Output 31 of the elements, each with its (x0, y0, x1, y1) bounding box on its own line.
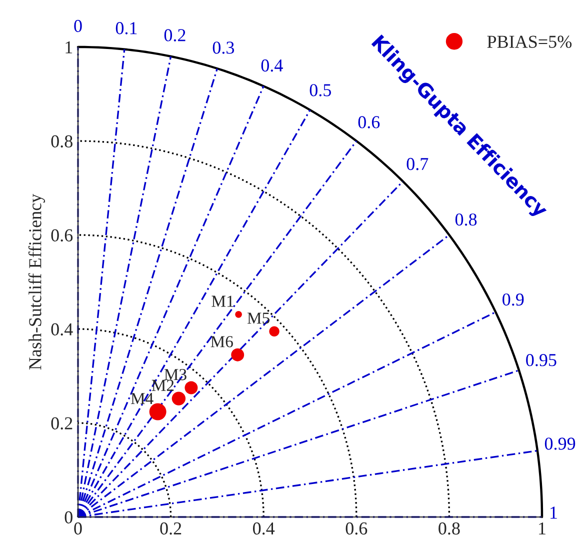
annotation: 0.4 (261, 59, 283, 72)
legend-label: PBIAS=5% (487, 36, 572, 48)
annotation: M5 (247, 312, 270, 324)
annotation: 0.2 (164, 29, 186, 42)
annotation: 0.1 (116, 22, 137, 34)
x-tick-label: 0.2 (160, 522, 182, 535)
y-tick-label: 0.6 (51, 229, 73, 242)
annotation: M6 (210, 336, 233, 348)
y-tick-label: 0.2 (51, 417, 72, 430)
x-tick-label: 0.8 (438, 522, 460, 535)
y-tick-label: 1 (66, 41, 72, 54)
annotation: M1 (212, 296, 234, 307)
annotation: 0.5 (310, 84, 331, 96)
x-tick-label: 0.6 (346, 522, 368, 535)
annotation: 0 (74, 20, 82, 32)
annotation: 0.9 (502, 293, 524, 306)
x-tick-label: 0.4 (253, 522, 275, 535)
y-axis-title: Nash-Sutcliff Efficiency (28, 194, 46, 370)
annotation: 0.95 (526, 354, 556, 366)
x-tick-label: 0 (74, 522, 82, 535)
annotation: M2 (152, 380, 174, 391)
y-tick-label: 0.4 (51, 323, 73, 336)
y-tick-label: 0.8 (51, 135, 72, 148)
y-tick-label: 0 (64, 511, 72, 524)
annotation: 0.99 (544, 438, 576, 450)
x-tick-label: 1 (539, 522, 546, 534)
annotation: 0.3 (212, 42, 234, 54)
annotation: M3 (164, 368, 186, 380)
annotation: 0.7 (406, 158, 428, 170)
annotation: 0.8 (455, 213, 477, 226)
annotation: 1 (550, 506, 557, 519)
